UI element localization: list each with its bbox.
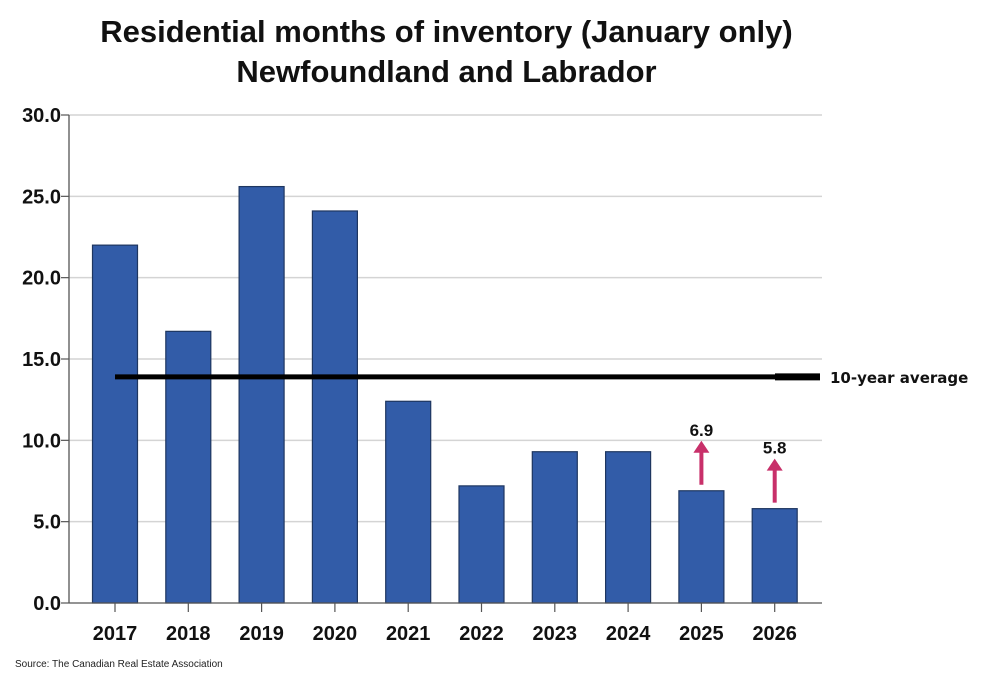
y-tick-label: 15.0: [22, 349, 61, 371]
average-line-label: 10-year average: [830, 369, 968, 387]
bar-2017: [91, 244, 139, 604]
bar-2019: [238, 185, 285, 604]
y-tick-label: 20.0: [22, 268, 61, 290]
x-tick-label: 2024: [606, 623, 651, 645]
bar-2021: [385, 400, 432, 604]
chart-title: Residential months of inventory (January…: [100, 14, 793, 49]
y-tick-label: 0.0: [33, 593, 61, 615]
x-tick-label: 2019: [239, 623, 284, 645]
x-tick-label: 2023: [533, 623, 578, 645]
source-note: Source: The Canadian Real Estate Associa…: [15, 659, 223, 670]
x-tick-label: 2021: [386, 623, 431, 645]
bar-2020: [311, 210, 358, 604]
bar-2026: [751, 508, 798, 604]
chart-subtitle: Newfoundland and Labrador: [236, 54, 657, 89]
bar-2022: [458, 485, 505, 604]
arrowhead-icon: [693, 440, 710, 453]
x-tick-label: 2025: [679, 623, 724, 645]
bar-2024: [604, 451, 652, 604]
bar-2018: [165, 330, 212, 604]
annotation-label: 5.8: [763, 439, 787, 458]
y-tick-label: 30.0: [22, 105, 61, 127]
arrowhead-icon: [766, 458, 783, 471]
y-tick-label: 5.0: [33, 512, 61, 534]
x-tick-label: 2017: [93, 623, 138, 645]
y-tick-label: 10.0: [22, 430, 61, 452]
x-tick-label: 2022: [459, 623, 504, 645]
x-tick-label: 2018: [166, 623, 211, 645]
x-tick-label: 2020: [313, 623, 358, 645]
x-tick-label: 2026: [752, 623, 797, 645]
annotation-label: 6.9: [690, 421, 714, 440]
bar-2023: [531, 451, 578, 604]
bar-2025: [678, 490, 725, 604]
y-tick-label: 25.0: [22, 186, 61, 208]
